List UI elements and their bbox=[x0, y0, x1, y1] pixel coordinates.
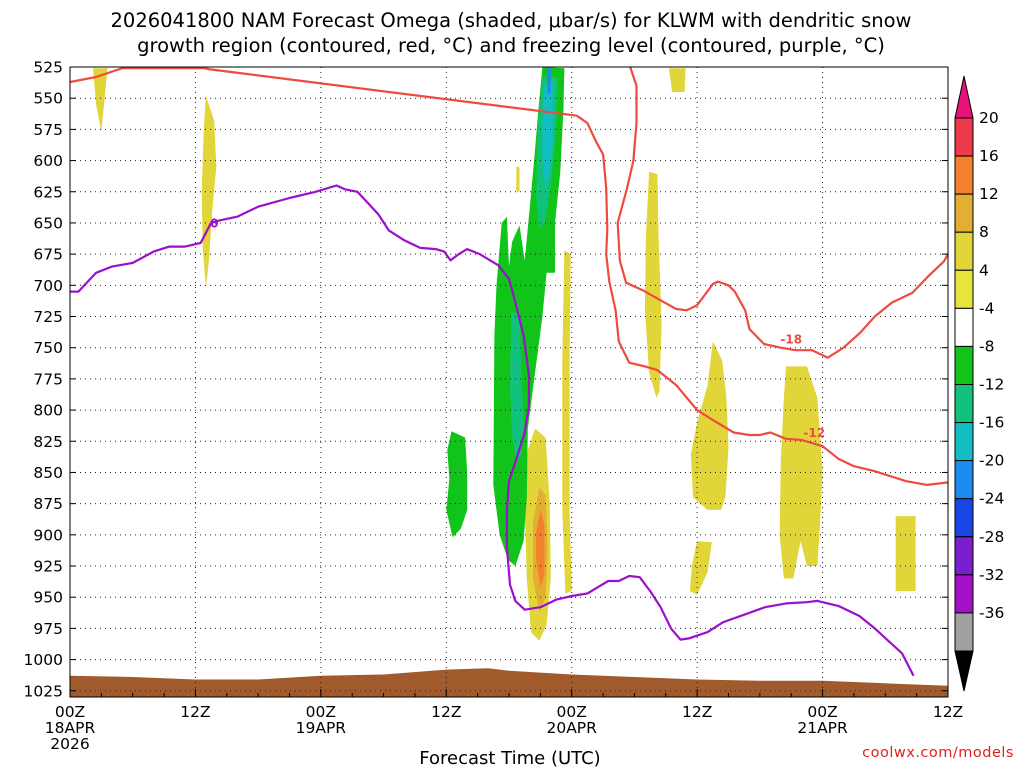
y-tick-label: 1025 bbox=[24, 682, 63, 700]
colorbar-label: -8 bbox=[979, 337, 994, 355]
chart-title-line-2: growth region (contoured, red, °C) and f… bbox=[137, 34, 885, 57]
y-tick-label: 525 bbox=[33, 59, 63, 77]
y-axis: 525 550 575 600 625 650 675 700 725 750 775 800 825 8… bbox=[24, 59, 948, 700]
omega-region-afternoon-20-rise bbox=[690, 341, 729, 510]
contour-layer: -18 -12 0 bbox=[70, 67, 948, 677]
y-tick-label: 1000 bbox=[24, 651, 63, 669]
omega-region-sinking-column-blue bbox=[546, 68, 551, 96]
x-tick-label: 21APR bbox=[797, 719, 848, 737]
dgz-contour bbox=[616, 67, 948, 359]
omega-region-low-level-rise-peak bbox=[536, 509, 545, 588]
freezing-level-contour-label: 0 bbox=[210, 216, 218, 230]
omega-region-midday-20-rise bbox=[644, 171, 662, 398]
colorbar-label: -20 bbox=[979, 452, 1004, 470]
x-tick-label: 00Z bbox=[55, 703, 85, 721]
colorbar-label: 8 bbox=[979, 223, 989, 241]
omega-shading-layer bbox=[70, 67, 948, 697]
colorbar-bin bbox=[954, 498, 974, 538]
y-tick-label: 625 bbox=[33, 183, 63, 201]
grid-lines bbox=[70, 67, 948, 697]
y-tick-label: 550 bbox=[33, 90, 63, 108]
plot-frame bbox=[69, 66, 949, 698]
colorbar-bottom-arrow bbox=[954, 650, 974, 692]
x-tick-label: 12Z bbox=[682, 703, 712, 721]
y-tick-label: 700 bbox=[33, 277, 63, 295]
dgz-contour bbox=[70, 67, 948, 486]
x-axis-title: Forecast Time (UTC) bbox=[419, 748, 600, 768]
omega-region-upper-left-rise bbox=[93, 68, 108, 132]
omega-region-sinking-column-core-low bbox=[510, 312, 524, 463]
colorbar-label: -28 bbox=[979, 528, 1004, 546]
y-tick-label: 775 bbox=[33, 370, 63, 388]
dgz-contour-label: -12 bbox=[803, 426, 825, 440]
colorbar-bin bbox=[954, 345, 974, 385]
y-tick-label: 725 bbox=[33, 308, 63, 326]
y-tick-label: 650 bbox=[33, 214, 63, 232]
x-tick-label: 18APR bbox=[45, 719, 96, 737]
colorbar-bin bbox=[954, 269, 974, 309]
colorbar-label: -16 bbox=[979, 414, 1004, 432]
y-tick-label: 925 bbox=[33, 558, 63, 576]
x-tick-label: 12Z bbox=[431, 703, 461, 721]
colorbar-bin bbox=[954, 155, 974, 195]
colorbar-bin bbox=[954, 422, 974, 462]
freezing-level-contour bbox=[70, 184, 915, 677]
y-tick-label: 675 bbox=[33, 246, 63, 264]
colorbar-label: 4 bbox=[979, 261, 989, 279]
y-tick-label: 825 bbox=[33, 433, 63, 451]
x-tick-label: 00Z bbox=[807, 703, 837, 721]
omega-region-morning-rise bbox=[201, 95, 217, 288]
omega-region-evening-20-rise bbox=[779, 366, 823, 579]
colorbar-bin bbox=[954, 536, 974, 576]
colorbar-label: -4 bbox=[979, 299, 994, 317]
x-tick-label: 19APR bbox=[296, 719, 347, 737]
omega-region-thin-rise-610 bbox=[516, 166, 520, 192]
colorbar-bin bbox=[954, 307, 974, 347]
dgz-contour-label: -18 bbox=[780, 332, 802, 346]
y-tick-label: 850 bbox=[33, 464, 63, 482]
colorbar-label: 12 bbox=[979, 185, 999, 203]
y-tick-label: 875 bbox=[33, 495, 63, 513]
y-tick-label: 800 bbox=[33, 402, 63, 420]
x-tick-label: 20APR bbox=[546, 719, 597, 737]
x-tick-label: 00Z bbox=[306, 703, 336, 721]
omega-region-surface-terrain bbox=[70, 668, 948, 697]
omega-region-mid-column-rise bbox=[562, 250, 572, 594]
colorbar: 20 16 12 8 4 -4 -8 -12 -16 -20 -24 -28 -32 -36 bbox=[954, 75, 1004, 692]
omega-region-late-small-a bbox=[689, 541, 712, 595]
colorbar-label: 16 bbox=[979, 147, 999, 165]
colorbar-bin bbox=[954, 612, 974, 652]
colorbar-label: -32 bbox=[979, 566, 1004, 584]
y-tick-label: 575 bbox=[33, 121, 63, 139]
colorbar-bin bbox=[954, 193, 974, 233]
y-tick-label: 600 bbox=[33, 152, 63, 170]
colorbar-label: 20 bbox=[979, 109, 999, 127]
y-tick-label: 975 bbox=[33, 620, 63, 638]
x-tick-label: 00Z bbox=[557, 703, 587, 721]
colorbar-label: -36 bbox=[979, 604, 1004, 622]
y-tick-label: 950 bbox=[33, 589, 63, 607]
x-tick-label: 12Z bbox=[933, 703, 963, 721]
omega-region-right-edge-rise bbox=[895, 516, 916, 591]
omega-region-upper-right-rise bbox=[668, 68, 686, 92]
y-tick-label: 750 bbox=[33, 339, 63, 357]
colorbar-label: -12 bbox=[979, 376, 1004, 394]
y-tick-label: 900 bbox=[33, 526, 63, 544]
omega-region-sinking-low-blob bbox=[446, 431, 468, 538]
x-tick-label: 12Z bbox=[180, 703, 210, 721]
colorbar-top-arrow bbox=[954, 75, 974, 119]
colorbar-bin bbox=[954, 574, 974, 614]
x-tick-label: 2026 bbox=[50, 735, 89, 753]
colorbar-bin bbox=[954, 231, 974, 271]
colorbar-bin bbox=[954, 384, 974, 424]
colorbar-label: -24 bbox=[979, 490, 1004, 508]
colorbar-bin bbox=[954, 460, 974, 500]
colorbar-bin bbox=[954, 117, 974, 157]
chart-title-line-1: 2026041800 NAM Forecast Omega (shaded, μ… bbox=[111, 9, 912, 32]
credit-text: coolwx.com/models bbox=[862, 745, 1014, 761]
